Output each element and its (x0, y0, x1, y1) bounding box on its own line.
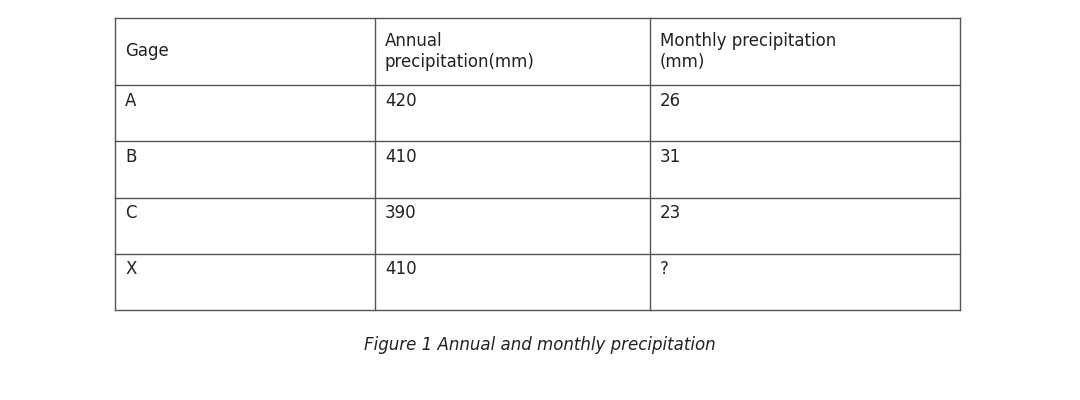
Text: X: X (125, 260, 136, 278)
Text: 420: 420 (384, 92, 417, 110)
Text: 26: 26 (660, 92, 681, 110)
Text: 390: 390 (384, 204, 417, 222)
Text: B: B (125, 148, 136, 166)
Text: 410: 410 (384, 148, 417, 166)
Text: A: A (125, 92, 136, 110)
Text: Gage: Gage (125, 42, 168, 60)
Text: Figure 1 Annual and monthly precipitation: Figure 1 Annual and monthly precipitatio… (364, 336, 716, 354)
Text: ?: ? (660, 260, 669, 278)
Text: 410: 410 (384, 260, 417, 278)
Text: 31: 31 (660, 148, 681, 166)
Text: C: C (125, 204, 136, 222)
Text: Monthly precipitation
(mm): Monthly precipitation (mm) (660, 32, 836, 71)
Text: 23: 23 (660, 204, 681, 222)
Text: Annual
precipitation(mm): Annual precipitation(mm) (384, 32, 535, 71)
